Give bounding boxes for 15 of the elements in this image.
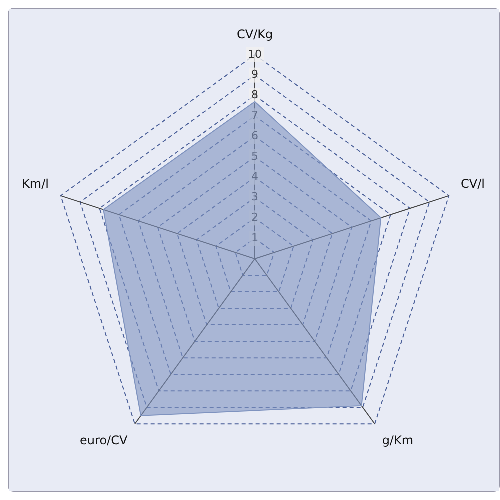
- y-tick-label: 9: [252, 68, 258, 82]
- spoke-label: CV/Kg: [236, 27, 274, 42]
- y-tick-label: 7: [252, 108, 258, 122]
- spoke-label: Km/l: [22, 176, 49, 191]
- spoke-label: euro/CV: [80, 434, 128, 448]
- spoke-label: g/Km: [382, 434, 414, 448]
- spoke-label: CV/l: [461, 176, 485, 191]
- y-tick-label: 6: [252, 129, 258, 142]
- y-tick-label: 5: [252, 150, 258, 163]
- y-tick-label: 2: [252, 211, 258, 224]
- y-tick-label: 10: [248, 48, 262, 61]
- y-tick-label: 3: [252, 190, 258, 204]
- y-tick-label: 8: [252, 88, 258, 102]
- y-tick-label: 4: [252, 170, 258, 184]
- y-tick-label: 1: [252, 231, 258, 244]
